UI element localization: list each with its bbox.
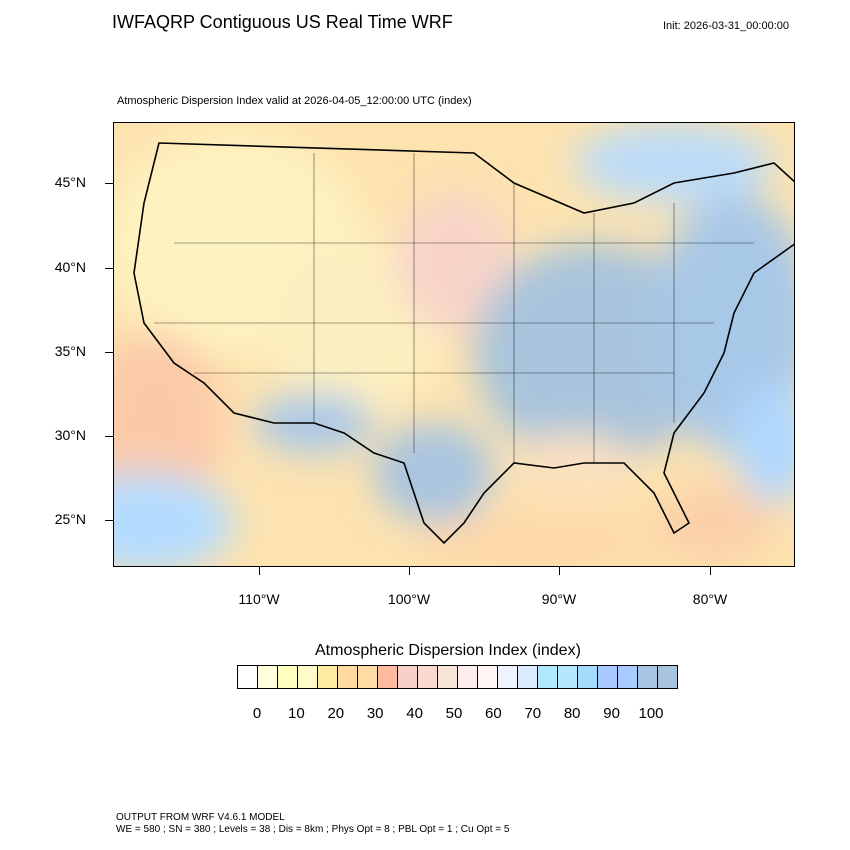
lon-label: 90°W — [541, 591, 577, 607]
colorbar-box — [238, 666, 258, 688]
lon-tick — [559, 567, 560, 575]
colorbar-title: Atmospheric Dispersion Index (index) — [315, 642, 581, 659]
colorbar-label: 10 — [288, 705, 305, 722]
lat-label: 45°N — [54, 174, 86, 190]
colorbar-box — [418, 666, 438, 688]
colorbar-box — [638, 666, 658, 688]
colorbar-box — [458, 666, 478, 688]
footer-config: WE = 580 ; SN = 380 ; Levels = 38 ; Dis … — [116, 824, 510, 835]
map-panel — [113, 122, 795, 567]
dispersion-field — [114, 123, 794, 566]
colorbar-label: 70 — [524, 705, 542, 722]
lat-tick — [105, 183, 113, 184]
field-subtitle: Atmospheric Dispersion Index valid at 20… — [117, 95, 472, 107]
lon-tick — [710, 567, 711, 575]
colorbar — [237, 665, 678, 689]
lon-label: 100°W — [387, 591, 431, 607]
colorbar-label: 90 — [603, 705, 620, 722]
colorbar-box — [518, 666, 538, 688]
colorbar-box — [378, 666, 398, 688]
colorbar-box — [398, 666, 418, 688]
colorbar-box — [318, 666, 338, 688]
colorbar-box — [498, 666, 518, 688]
footer-model: OUTPUT FROM WRF V4.6.1 MODEL — [116, 812, 285, 823]
init-time: Init: 2026-03-31_00:00:00 — [663, 20, 789, 32]
colorbar-box — [598, 666, 618, 688]
colorbar-label: 100 — [638, 705, 664, 722]
lat-label: 30°N — [54, 427, 86, 443]
colorbar-label: 0 — [252, 705, 262, 722]
colorbar-box — [538, 666, 558, 688]
colorbar-box — [658, 666, 677, 688]
colorbar-label: 30 — [366, 705, 384, 722]
colorbar-label: 60 — [485, 705, 502, 722]
colorbar-label: 40 — [406, 705, 423, 722]
lon-label: 110°W — [238, 591, 280, 607]
colorbar-box — [438, 666, 458, 688]
colorbar-box — [278, 666, 298, 688]
colorbar-box — [258, 666, 278, 688]
plot-title: IWFAQRP Contiguous US Real Time WRF — [112, 12, 453, 32]
lat-label: 40°N — [54, 259, 86, 275]
lat-label: 25°N — [54, 511, 86, 527]
colorbar-box — [338, 666, 358, 688]
lat-tick — [105, 352, 113, 353]
lat-label: 35°N — [54, 343, 86, 359]
colorbar-box — [618, 666, 638, 688]
colorbar-label: 50 — [445, 705, 463, 722]
colorbar-box — [358, 666, 378, 688]
lon-tick — [259, 567, 260, 575]
lat-tick — [105, 436, 113, 437]
colorbar-label: 80 — [563, 705, 581, 722]
lat-tick — [105, 520, 113, 521]
colorbar-box — [478, 666, 498, 688]
colorbar-box — [558, 666, 578, 688]
lon-tick — [409, 567, 410, 575]
colorbar-box — [298, 666, 318, 688]
colorbar-label: 20 — [327, 705, 345, 722]
lon-label: 80°W — [692, 591, 728, 607]
colorbar-box — [578, 666, 598, 688]
lat-tick — [105, 268, 113, 269]
